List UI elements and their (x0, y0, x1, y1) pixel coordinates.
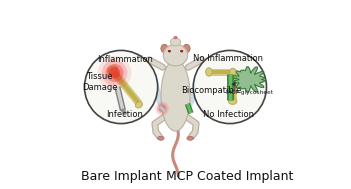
Ellipse shape (183, 44, 190, 53)
Ellipse shape (168, 50, 171, 52)
Circle shape (98, 56, 131, 90)
Text: No Inflammation: No Inflammation (193, 54, 263, 63)
Ellipse shape (230, 68, 236, 76)
Text: Bare Implant: Bare Implant (81, 170, 161, 183)
Circle shape (155, 101, 169, 116)
Ellipse shape (141, 64, 147, 68)
Circle shape (159, 105, 165, 112)
Text: No Infection: No Infection (203, 110, 253, 119)
Circle shape (85, 50, 158, 124)
Ellipse shape (229, 98, 237, 105)
Text: Inflammation: Inflammation (97, 55, 153, 64)
Ellipse shape (161, 60, 190, 131)
Ellipse shape (170, 38, 181, 46)
Text: Tissue
Damage: Tissue Damage (82, 72, 117, 92)
Circle shape (102, 60, 127, 86)
Text: Biocompatible: Biocompatible (181, 86, 241, 95)
Polygon shape (230, 67, 264, 92)
Ellipse shape (206, 68, 212, 76)
Ellipse shape (204, 64, 210, 68)
Polygon shape (156, 73, 163, 112)
Circle shape (109, 67, 120, 79)
Circle shape (157, 103, 167, 114)
Text: MCP glycosheet: MCP glycosheet (226, 90, 273, 95)
Ellipse shape (163, 44, 188, 66)
Ellipse shape (135, 102, 143, 108)
Polygon shape (188, 73, 195, 112)
Circle shape (193, 50, 266, 124)
Ellipse shape (187, 136, 193, 140)
Text: Infection: Infection (106, 110, 143, 119)
Ellipse shape (158, 136, 164, 140)
Ellipse shape (174, 36, 177, 39)
Ellipse shape (108, 66, 118, 74)
Circle shape (106, 64, 124, 82)
Ellipse shape (180, 50, 183, 52)
Text: MCP Coated Implant: MCP Coated Implant (166, 170, 293, 183)
Ellipse shape (161, 44, 168, 53)
